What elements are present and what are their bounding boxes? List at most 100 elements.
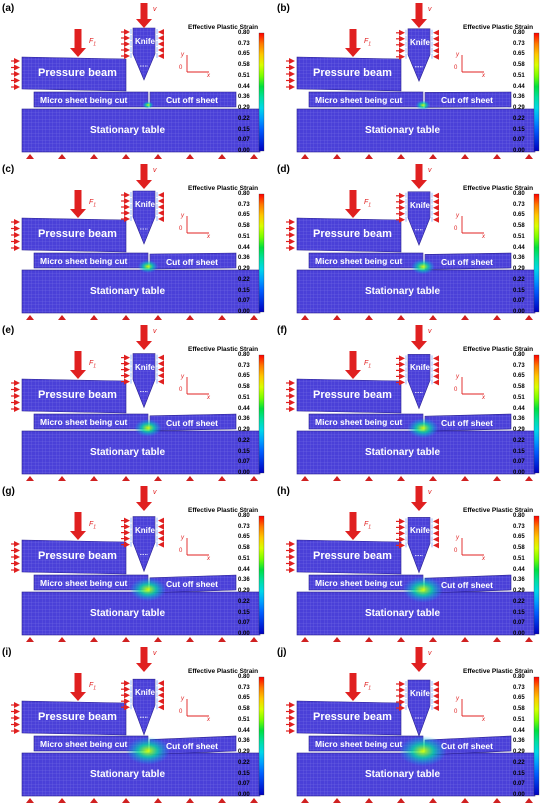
colorbar-tick: 0.73 [513,523,525,530]
cut-off-sheet-label: Cut off sheet [441,418,493,429]
panel-drawing [11,486,265,642]
colorbar-tick: 0.44 [513,566,525,573]
table-support-icon [186,315,194,320]
force-arrow-head [70,209,86,218]
knife-label: Knife [135,37,155,46]
force-arrow-head [345,209,361,218]
knife-guide-right-icon [158,366,164,373]
pressure-beam-label: Pressure beam [38,389,117,401]
knife-guide-left-icon [399,518,405,525]
knife-guide-right-icon [158,372,164,379]
force-symbol: F1 [89,38,96,47]
axis-origin-label: 0 [179,548,183,554]
colorbar-tick: 0.22 [513,276,525,283]
beam-constraint-icon [289,708,295,715]
knife-guide-right-icon [158,47,164,53]
knife-guide-left-icon [124,210,130,216]
knife-guide-right-icon [433,687,439,693]
knife-guide-left-icon [124,680,130,687]
axis-x-label: x [207,73,210,79]
colorbar-tick: 0.65 [513,373,525,380]
beam-constraint-icon [14,245,20,251]
colorbar-tick: 0.65 [238,373,250,380]
strain-concentration [129,577,167,602]
knife-guide-left-icon [124,517,130,524]
force-symbol-letter: F [364,682,369,689]
knife-guide-left-icon [124,204,130,210]
table-support-icon [58,476,66,481]
table-support-icon [461,798,469,803]
colorbar-tick: 0.73 [513,40,525,47]
knife-guide-right-icon [158,41,164,47]
colorbar-tick: 0.29 [513,105,525,112]
cut-off-sheet-label: Cut off sheet [441,256,493,267]
beam-constraint-icon [14,547,20,554]
table-support-icon [154,637,162,642]
knife-guide-left-icon [399,361,405,368]
panel-label: (a) [2,3,15,14]
pressure-beam-label: Pressure beam [313,228,392,240]
velocity-arrow [415,3,423,20]
table-support-icon [301,476,309,481]
stationary-table-label: Stationary table [90,286,166,297]
pressure-beam-label: Pressure beam [38,228,117,240]
colorbar-tick: 0.58 [238,384,250,391]
table-support-icon [333,476,341,481]
table-support-icon [333,154,341,159]
colorbar [258,32,265,152]
colorbar-title: Effective Plastic Strain [188,346,259,353]
table-support-icon [429,315,437,320]
colorbar-tick: 0.00 [513,309,525,315]
table-support-icon [122,476,130,481]
axis-origin-label: 0 [179,387,183,393]
knife [407,517,431,574]
knife-guide-right-icon [433,379,439,386]
knife-guide-left-icon [124,41,130,47]
colorbar-tick: 0.51 [513,72,525,79]
colorbar-title: Effective Plastic Strain [463,346,534,353]
axis-y-label: y [181,52,184,58]
colorbar-tick: 0.22 [238,759,250,766]
axis-y-label: y [456,535,459,541]
velocity-arrow [415,164,423,181]
knife-guide-left-icon [124,198,130,204]
colorbar-tick: 0.73 [513,201,525,208]
beam-constraint-icon [289,728,295,734]
panel-drawing [286,3,540,159]
beam-constraint-icon [14,58,20,64]
beam-constraint-icon [14,238,20,245]
knife-label: Knife [135,525,155,535]
table-support-icon [429,637,437,642]
velocity-symbol: v [428,650,432,657]
knife-guide-right-icon [158,198,164,204]
force-arrow-head [345,692,361,701]
strain-concentration [142,101,154,109]
colorbar-tick: 0.07 [513,298,525,305]
beam-constraint-icon [289,560,295,567]
knife [132,678,156,736]
knife-guide-right-icon [433,693,439,699]
colorbar-tick: 0.58 [238,545,250,552]
colorbar-tick: 0.58 [513,384,525,391]
knife-guide-left-icon [124,192,130,198]
colorbar-tick: 0.29 [238,427,250,434]
colorbar-tick: 0.36 [513,577,525,584]
cut-off-sheet-label: Cut off sheet [166,95,218,105]
knife-guide-right-icon [158,541,164,548]
beam-constraint-icon [14,380,20,386]
force-symbol-subscript: 1 [368,524,372,531]
axis-origin-label: 0 [454,65,458,71]
table-support-icon [301,154,309,159]
colorbar-tick: 0.44 [513,83,525,90]
knife-guide-left-icon [124,216,130,222]
force-symbol-letter: F [364,360,369,367]
knife-guide-right-icon [158,53,164,59]
panel-drawing [11,3,265,159]
colorbar [533,193,540,313]
table-support-icon [26,798,34,803]
table-support-icon [122,637,130,642]
colorbar-tick: 0.73 [238,523,250,530]
table-support-icon [58,637,66,642]
knife [132,516,156,573]
beam-constraint-icon [289,232,295,238]
